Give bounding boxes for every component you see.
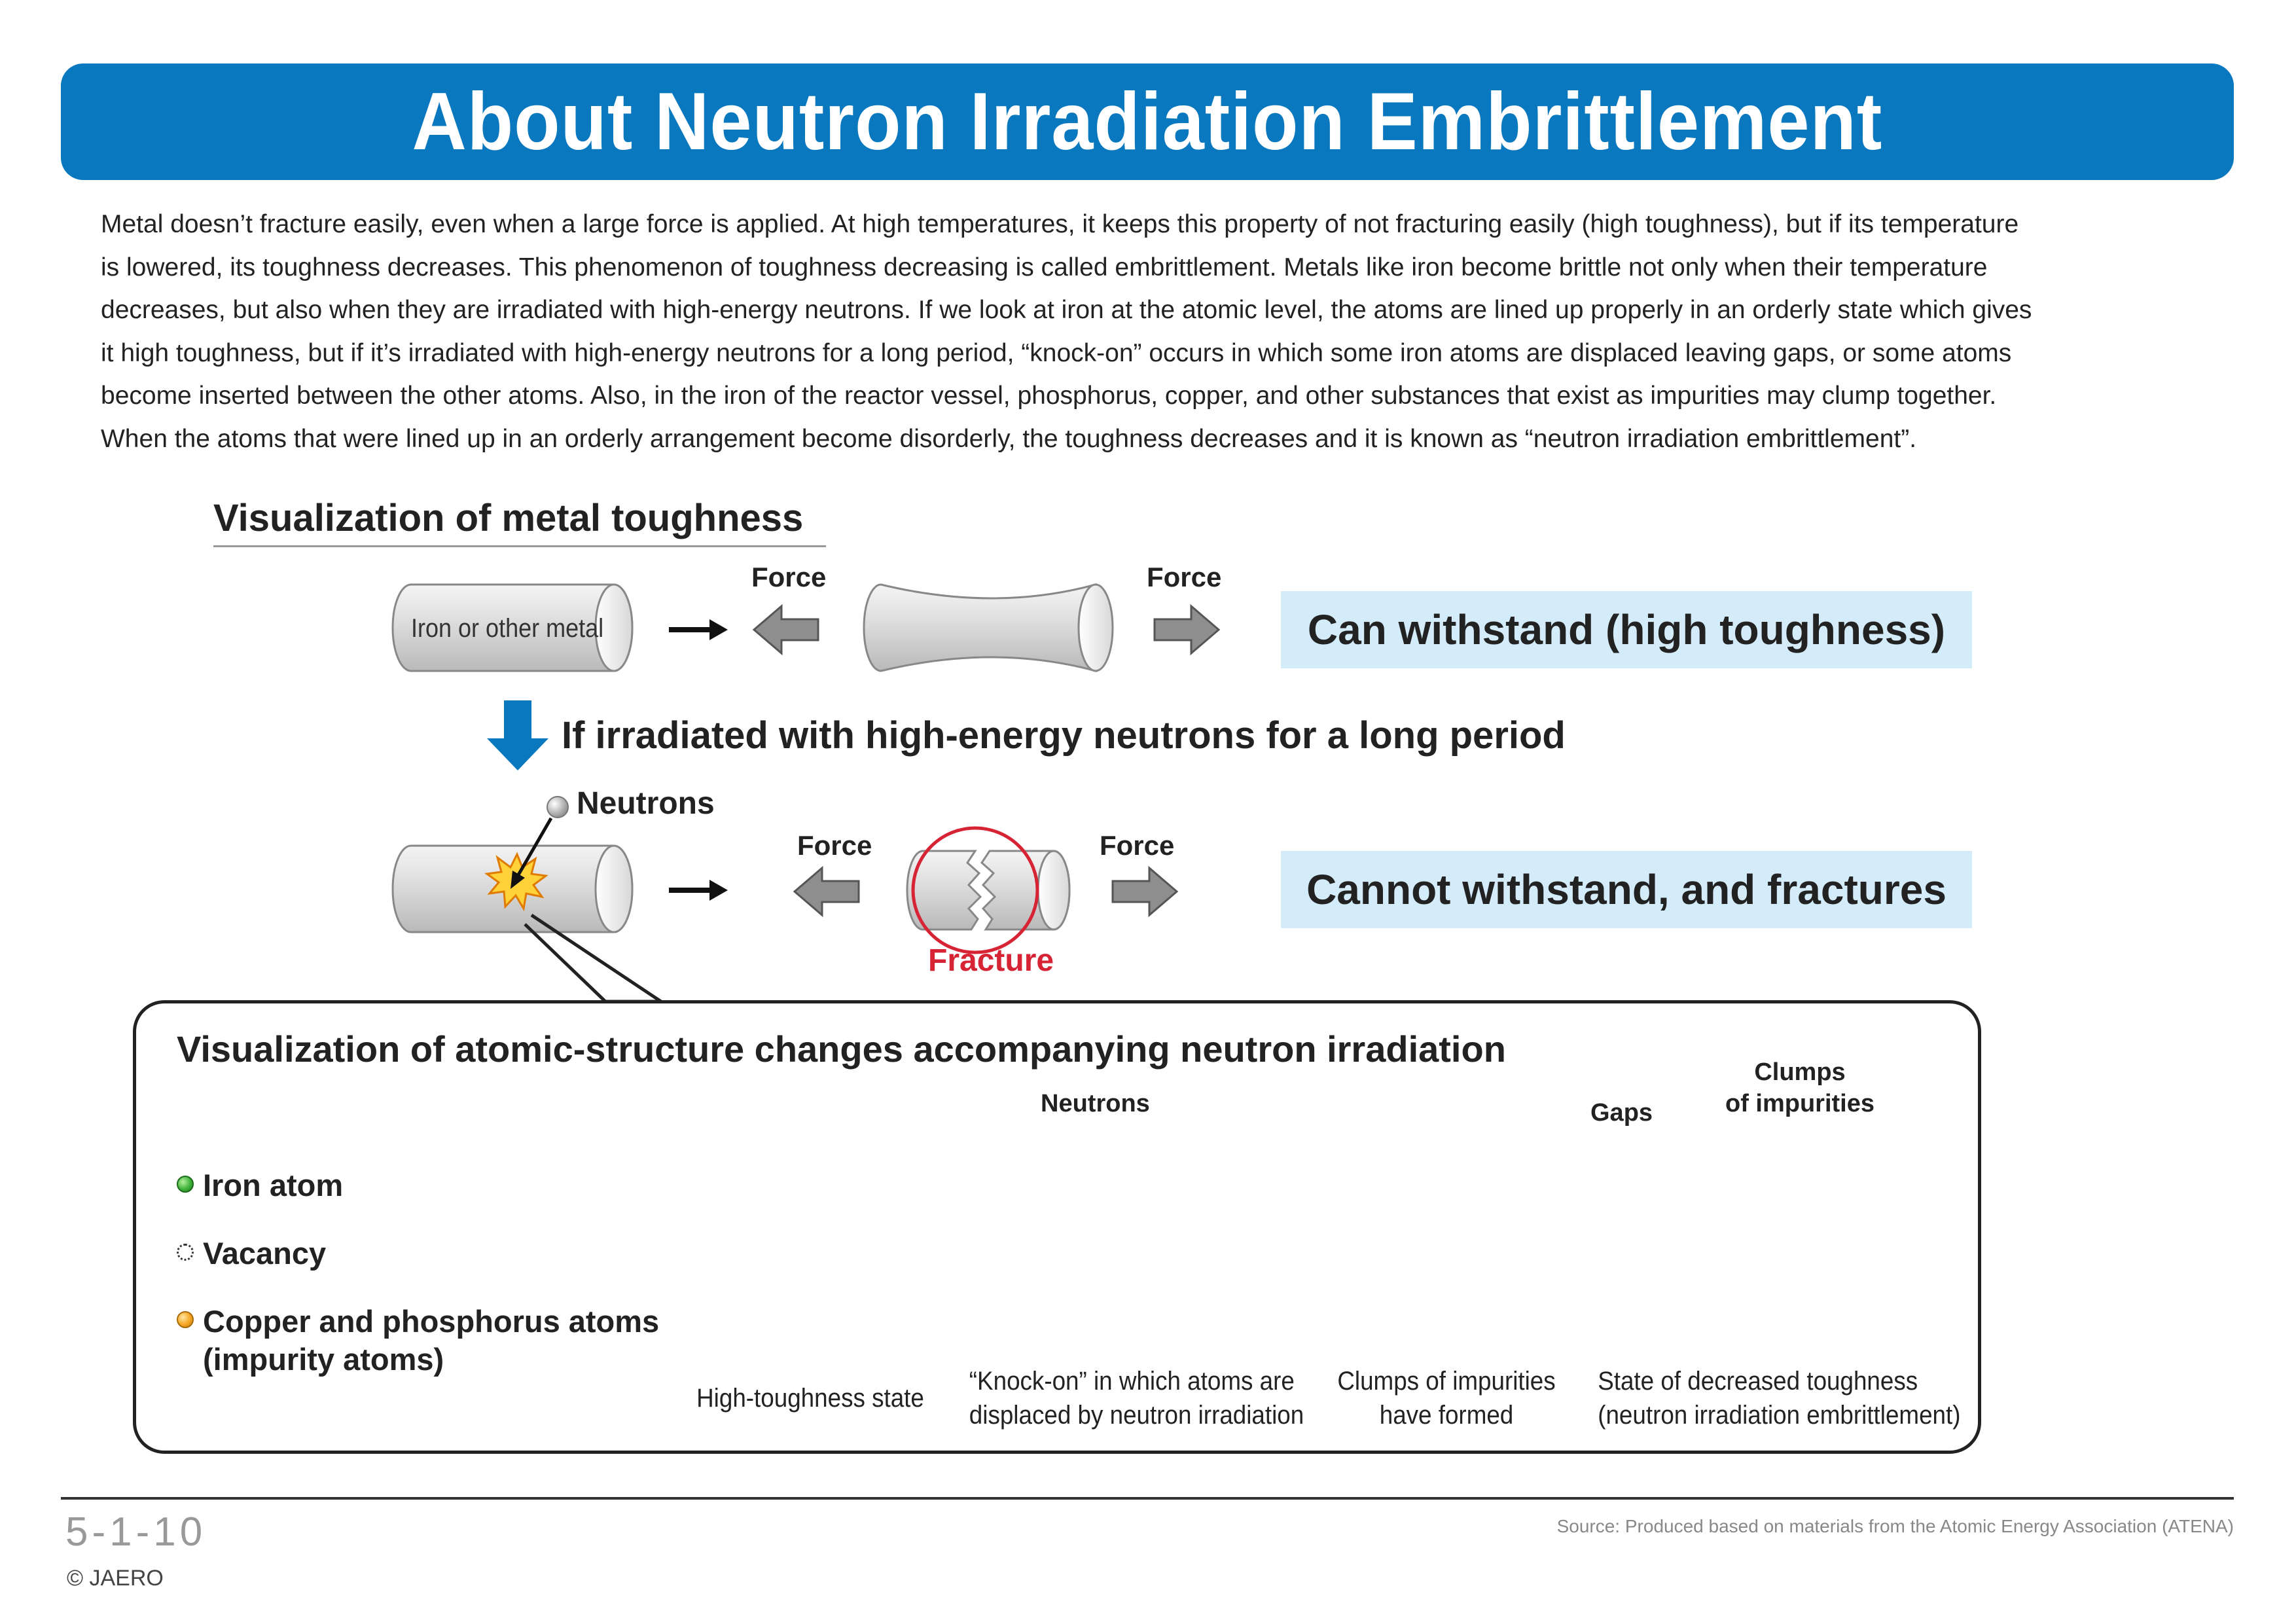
cylinder-label: Iron or other metal xyxy=(411,614,604,643)
legend-iron: Iron atom xyxy=(177,1167,343,1203)
intro-line: it high toughness, but if it’s irradiate… xyxy=(101,338,2012,367)
stage-caption: High-toughness state xyxy=(684,1381,937,1415)
right-arrow-icon xyxy=(669,619,728,640)
stage-caption-line: “Knock-on” in which atoms are xyxy=(969,1367,1295,1396)
fractured-cylinder xyxy=(906,850,1071,931)
fracture-label: Fracture xyxy=(928,943,1054,978)
intro-paragraph: Metal doesn’t fracture easily, even when… xyxy=(101,203,2208,460)
neutrons-label: Neutrons xyxy=(577,786,715,821)
stage-caption-line: High-toughness state xyxy=(696,1384,924,1413)
right-arrow-icon xyxy=(669,880,728,901)
force-label-right: Force xyxy=(1100,830,1175,861)
gaps-label: Gaps xyxy=(1590,1099,1653,1127)
stage-caption: State of decreased toughness (neutron ir… xyxy=(1598,1364,1960,1432)
down-arrow-icon xyxy=(487,700,548,770)
force-right-arrow-icon xyxy=(1153,604,1221,656)
force-label-left: Force xyxy=(797,830,872,861)
metal-cylinder xyxy=(391,583,634,672)
stretched-cylinder xyxy=(863,583,1114,672)
legend-impurity: Copper and phosphorus atoms (impurity at… xyxy=(177,1303,659,1379)
intro-line: become inserted between the other atoms.… xyxy=(101,382,1997,410)
stage-caption: “Knock-on” in which atoms are displaced … xyxy=(969,1364,1304,1432)
clumps-label-line: Clumps xyxy=(1754,1058,1846,1086)
iron-atom-icon xyxy=(177,1176,194,1193)
result-high-toughness: Can withstand (high toughness) xyxy=(1281,591,1972,668)
copyright: © JAERO xyxy=(67,1566,164,1591)
force-left-arrow-icon xyxy=(752,604,819,656)
stage-caption-line: State of decreased toughness xyxy=(1598,1367,1918,1396)
clumps-label-line: of impurities xyxy=(1725,1090,1875,1117)
result-fractures: Cannot withstand, and fractures xyxy=(1281,851,1972,928)
legend-vacancy-label: Vacancy xyxy=(203,1236,327,1271)
fracture-highlight-circle xyxy=(911,826,1039,954)
impurity-atom-icon xyxy=(177,1311,194,1328)
footer-divider xyxy=(61,1497,2234,1500)
stage-caption-line: Clumps of impurities xyxy=(1337,1367,1556,1396)
stage-caption-line: displaced by neutron irradiation xyxy=(969,1401,1304,1430)
irradiation-caption: If irradiated with high-energy neutrons … xyxy=(562,714,1566,757)
clumps-label: Clumps of impurities xyxy=(1715,1056,1885,1119)
irradiated-cylinder xyxy=(391,844,634,933)
vacancy-icon xyxy=(177,1244,194,1261)
force-label-right: Force xyxy=(1147,562,1222,592)
force-right-arrow-icon xyxy=(1111,865,1179,918)
force-left-arrow-icon xyxy=(793,865,860,918)
toughness-heading: Visualization of metal toughness xyxy=(213,496,826,547)
atomic-structure-heading: Visualization of atomic-structure change… xyxy=(177,1028,1506,1070)
stage-caption-line: have formed xyxy=(1379,1401,1514,1430)
legend-vacancy: Vacancy xyxy=(177,1235,326,1271)
legend-impurity-sublabel: (impurity atoms) xyxy=(203,1342,444,1377)
neutron-icon xyxy=(547,796,569,818)
stage-caption-line: (neutron irradiation embrittlement) xyxy=(1598,1401,1961,1430)
stage-caption: Clumps of impurities have formed xyxy=(1320,1364,1573,1432)
legend-iron-label: Iron atom xyxy=(203,1168,344,1202)
knock-on-neutrons-label: Neutrons xyxy=(1041,1090,1150,1117)
legend-impurity-label: Copper and phosphorus atoms xyxy=(203,1304,660,1339)
page-title: About Neutron Irradiation Embrittlement xyxy=(412,77,1883,167)
intro-line: When the atoms that were lined up in an … xyxy=(101,424,1917,453)
force-label-left: Force xyxy=(751,562,827,592)
page-number: 5-1-10 xyxy=(65,1509,207,1555)
intro-line: is lowered, its toughness decreases. Thi… xyxy=(101,253,1988,281)
intro-line: decreases, but also when they are irradi… xyxy=(101,296,2032,324)
source-note: Source: Produced based on materials from… xyxy=(1556,1516,2234,1536)
title-bar: About Neutron Irradiation Embrittlement xyxy=(61,63,2234,180)
intro-line: Metal doesn’t fracture easily, even when… xyxy=(101,210,2019,238)
atomic-structure-panel xyxy=(133,1000,1981,1454)
neutron-path-arrow xyxy=(511,817,553,889)
